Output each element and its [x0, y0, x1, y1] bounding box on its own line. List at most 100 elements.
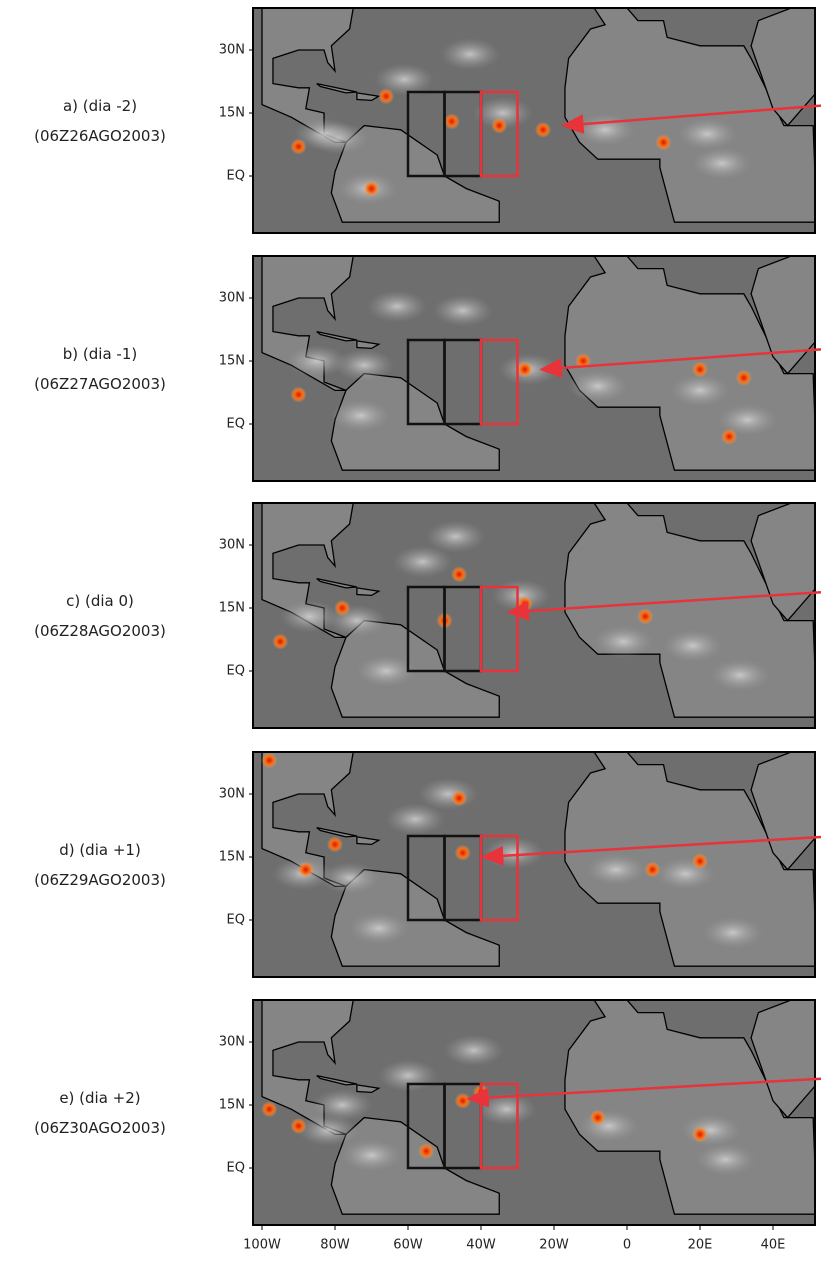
convection: [451, 790, 468, 807]
frame: [252, 255, 816, 482]
convection: [363, 180, 380, 197]
y-tick-label: 15N: [219, 106, 245, 121]
convection: [516, 361, 533, 378]
land: [316, 82, 358, 94]
map-panel: [253, 752, 815, 977]
convection: [327, 836, 343, 853]
cloud: [286, 345, 347, 377]
convection: [516, 595, 533, 612]
y-tick-label: EQ: [227, 1161, 245, 1176]
cloud: [476, 1093, 537, 1126]
map-panel: [253, 256, 815, 481]
land: [750, 1000, 815, 1119]
convection: [454, 1092, 471, 1109]
land: [750, 8, 815, 127]
frame: [252, 502, 816, 729]
land: [356, 836, 381, 846]
land: [356, 92, 381, 102]
cloud: [374, 63, 435, 96]
convection: [491, 117, 508, 134]
convection: [735, 369, 752, 386]
y-tick-label: 30N: [219, 1035, 245, 1050]
cloud: [593, 625, 654, 658]
box-east: [479, 90, 519, 178]
y-tick-label: EQ: [227, 417, 245, 432]
convection: [644, 861, 661, 878]
frame: [252, 7, 816, 234]
land: [356, 340, 381, 350]
map-panel: [253, 1000, 815, 1225]
cloud: [717, 403, 778, 436]
y-tick-label: 30N: [219, 291, 245, 306]
frame: [252, 999, 816, 1226]
land: [261, 256, 354, 392]
cloud: [575, 113, 636, 146]
cloud: [294, 118, 355, 150]
y-tick-label: 30N: [219, 43, 245, 58]
x-tick-label: 60W: [393, 1238, 423, 1253]
land: [750, 752, 815, 871]
panel-label: e) (dia +2): [59, 1089, 140, 1107]
box-east: [479, 338, 519, 426]
cloud: [702, 916, 763, 949]
panel-date: (06Z26AGO2003): [34, 127, 166, 145]
cloud: [425, 520, 486, 553]
cloud: [330, 399, 391, 432]
cloud: [443, 1034, 504, 1067]
land: [316, 1074, 358, 1086]
cloud: [334, 349, 395, 382]
frame: [252, 751, 816, 978]
panel-label: a) (dia -2): [63, 97, 137, 115]
x-tick-label: 20E: [688, 1238, 713, 1253]
panel-label: b) (dia -1): [63, 345, 137, 363]
cloud: [578, 1110, 639, 1142]
cloud: [279, 600, 340, 633]
cloud: [680, 1114, 741, 1147]
cloud: [385, 803, 446, 836]
cloud: [432, 294, 493, 327]
y-tick-label: 15N: [219, 601, 245, 616]
y-tick-label: 15N: [219, 1098, 245, 1113]
y-tick-label: 15N: [219, 354, 245, 369]
convection: [451, 566, 468, 583]
cloud: [710, 659, 771, 692]
cloud: [312, 1089, 373, 1121]
cloud: [695, 1143, 756, 1176]
x-tick-label: 80W: [320, 1238, 350, 1253]
arrow: [539, 348, 821, 378]
y-tick-label: 15N: [219, 850, 245, 865]
cloud: [367, 290, 428, 323]
cloud: [586, 853, 647, 886]
convection: [334, 600, 351, 616]
convection: [272, 633, 289, 650]
y-tick-label: EQ: [227, 169, 245, 184]
land: [316, 577, 358, 589]
convection: [637, 608, 654, 625]
convection: [721, 428, 738, 445]
convection: [418, 1143, 435, 1160]
land: [356, 587, 381, 597]
x-tick-label: 40W: [466, 1238, 496, 1253]
land: [750, 256, 815, 375]
cloud: [677, 118, 738, 150]
convection: [261, 1101, 278, 1118]
cloud: [567, 370, 628, 403]
land: [750, 503, 815, 622]
y-tick-label: EQ: [227, 664, 245, 679]
x-tick-label: 100W: [243, 1238, 281, 1253]
convection: [290, 1118, 307, 1134]
convection: [290, 386, 307, 403]
arrow: [561, 104, 821, 135]
cloud: [341, 1139, 402, 1172]
cloud: [348, 912, 409, 945]
land: [316, 826, 358, 838]
convection: [589, 1109, 606, 1126]
cloud: [691, 147, 752, 180]
convection: [535, 121, 552, 138]
convection: [290, 138, 307, 155]
convection: [692, 361, 708, 378]
box-east: [479, 834, 519, 922]
convection: [297, 861, 314, 878]
cloud: [319, 862, 380, 894]
convection: [692, 1126, 708, 1143]
